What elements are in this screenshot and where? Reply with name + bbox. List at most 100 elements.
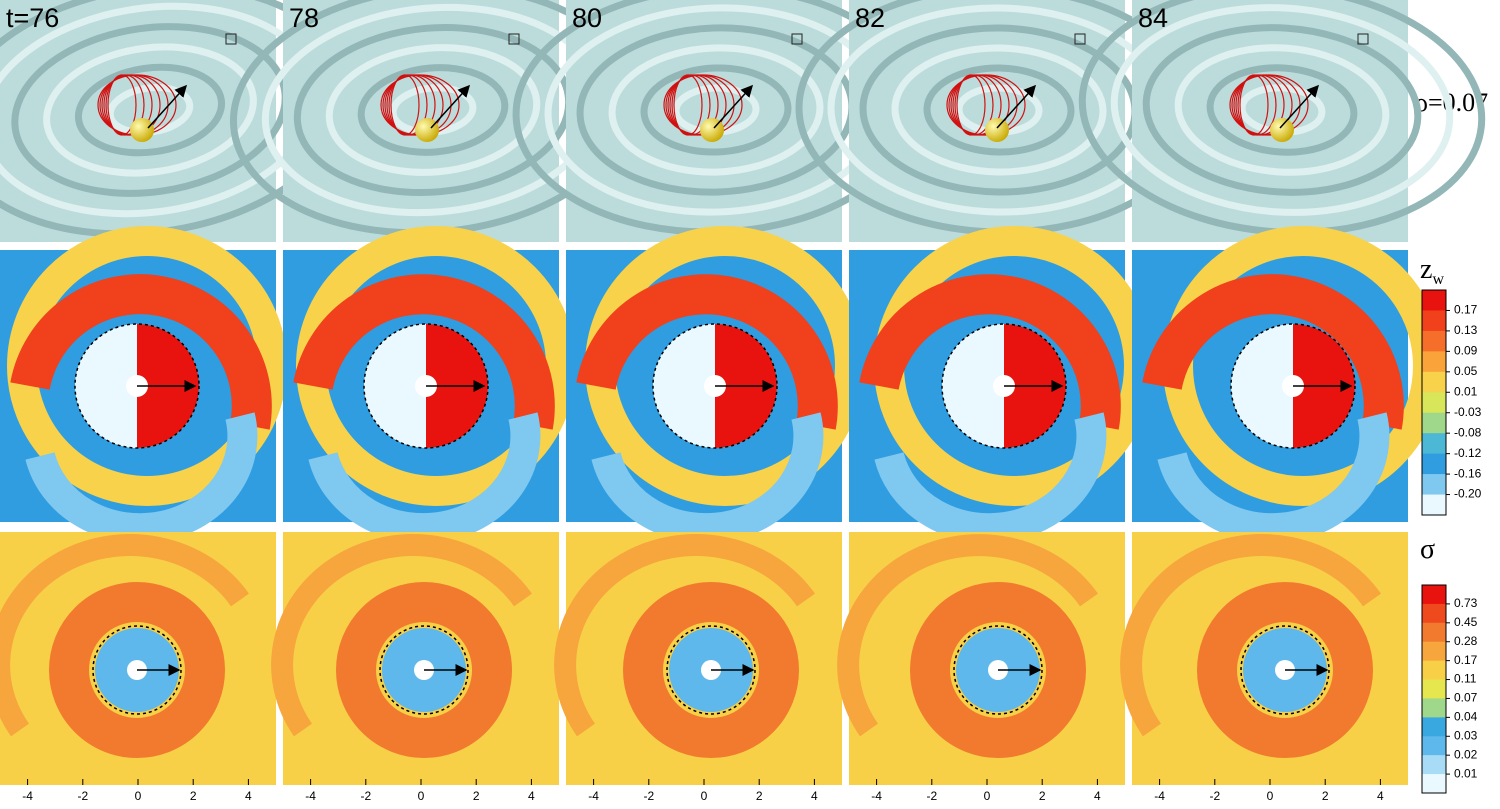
zw-panel	[566, 226, 865, 544]
colorbar-label: -0.12	[1454, 446, 1482, 460]
colorbar-band	[1422, 679, 1446, 699]
colorbar-band	[1422, 412, 1446, 434]
time-label: t=76	[6, 3, 59, 33]
zw-panel	[849, 226, 1154, 544]
colorbar-band	[1422, 433, 1446, 455]
spiral-band	[1142, 274, 1404, 430]
x-tick-label: -2	[643, 789, 654, 803]
colorbar-label: 0.04	[1454, 710, 1478, 724]
boundary	[666, 625, 756, 715]
x-tick-label: 0	[418, 789, 425, 803]
spiral-band	[591, 412, 824, 544]
time-label: 78	[289, 3, 319, 33]
colorbar-band	[1422, 717, 1446, 737]
x-tick-label: 0	[701, 789, 708, 803]
surface-ring	[74, 63, 226, 157]
ring	[623, 582, 799, 758]
boundary	[941, 323, 1067, 449]
colorbar-band	[1422, 494, 1446, 516]
axis-icon	[225, 33, 237, 45]
spiral-band	[0, 534, 249, 737]
colorbar-band	[1422, 603, 1446, 624]
x-tick-label: -4	[305, 789, 316, 803]
x-tick-label: 0	[1267, 789, 1274, 803]
star	[415, 118, 439, 142]
spin-arrow	[430, 84, 471, 129]
axis-icon	[508, 33, 520, 45]
colorbar-band	[1422, 698, 1446, 718]
x-tick-label: -2	[360, 789, 371, 803]
colorbar-label: -0.08	[1454, 425, 1482, 439]
colorbar-band	[1422, 453, 1446, 475]
colorbar-label: 0.17	[1454, 653, 1478, 667]
surface-ring	[891, 44, 1107, 176]
colorbar-label: 0.11	[1454, 672, 1477, 686]
star	[1270, 118, 1294, 142]
colorbar-title: zw	[1420, 254, 1444, 287]
colorbar-label: -0.20	[1454, 487, 1482, 501]
surface-ring	[923, 64, 1075, 156]
boundary	[74, 323, 200, 449]
spiral-band	[25, 412, 258, 544]
spin-arrow	[996, 84, 1037, 129]
surface-ring	[1174, 44, 1390, 176]
colorbar-band	[1422, 310, 1446, 332]
x-tick-label: 2	[1322, 789, 1329, 803]
boundary	[1230, 323, 1356, 449]
colorbar-band	[1422, 392, 1446, 414]
colorbar-label: 0.09	[1454, 344, 1478, 358]
axis-icon	[1074, 33, 1086, 45]
x-tick-label: 4	[1377, 789, 1384, 803]
boundary	[379, 625, 469, 715]
x-tick-label: 2	[473, 789, 480, 803]
spiral-band	[554, 534, 815, 737]
x-tick-label: 0	[135, 789, 142, 803]
colorbar-label: -0.03	[1454, 405, 1482, 419]
colorbar-title: σ	[1420, 534, 1435, 565]
surface-ring	[43, 43, 257, 177]
zw-panel	[0, 226, 287, 544]
colorbar-label: 0.07	[1454, 691, 1478, 705]
colorbar-band	[1422, 774, 1446, 794]
time-label: 82	[855, 3, 885, 33]
x-tick-label: 2	[190, 789, 197, 803]
surface-ring	[1206, 64, 1358, 156]
surface-ring	[357, 64, 509, 156]
colorbar-band	[1422, 622, 1446, 643]
ring	[49, 582, 225, 758]
colorbar-title-main: z	[1420, 254, 1432, 285]
spiral-band	[874, 412, 1107, 544]
surface-ring	[1110, 4, 1454, 216]
sigma-panel	[0, 532, 276, 785]
colorbar-band	[1422, 330, 1446, 352]
spiral-band	[1157, 412, 1390, 544]
sigma-panel	[837, 532, 1125, 785]
colorbar-band	[1422, 351, 1446, 373]
colorbar-label: -0.16	[1454, 466, 1482, 480]
surface-ring	[640, 64, 792, 156]
x-tick-label: -4	[22, 789, 33, 803]
colorbar-band	[1422, 755, 1446, 775]
spiral-band	[293, 274, 555, 430]
boundary	[652, 323, 778, 449]
colorbar-label: 0.03	[1454, 728, 1478, 742]
boundary	[953, 625, 1043, 715]
spiral-band	[837, 534, 1098, 737]
field-loop	[1229, 74, 1309, 136]
field-loop	[946, 74, 1026, 136]
colorbar-label: 0.01	[1454, 766, 1478, 780]
time-label: 84	[1138, 3, 1168, 33]
x-tick-label: 4	[1094, 789, 1101, 803]
sigma-panel	[554, 532, 842, 785]
x-tick-label: -4	[588, 789, 599, 803]
colorbar-label: 0.45	[1454, 615, 1478, 629]
colorbar-band	[1422, 736, 1446, 756]
x-tick-label: 4	[528, 789, 535, 803]
x-tick-label: -2	[1209, 789, 1220, 803]
spiral-band	[271, 534, 532, 737]
ring	[910, 582, 1086, 758]
x-tick-label: -4	[871, 789, 882, 803]
colorbar-frame	[1421, 289, 1447, 516]
surface-ring	[325, 44, 541, 176]
